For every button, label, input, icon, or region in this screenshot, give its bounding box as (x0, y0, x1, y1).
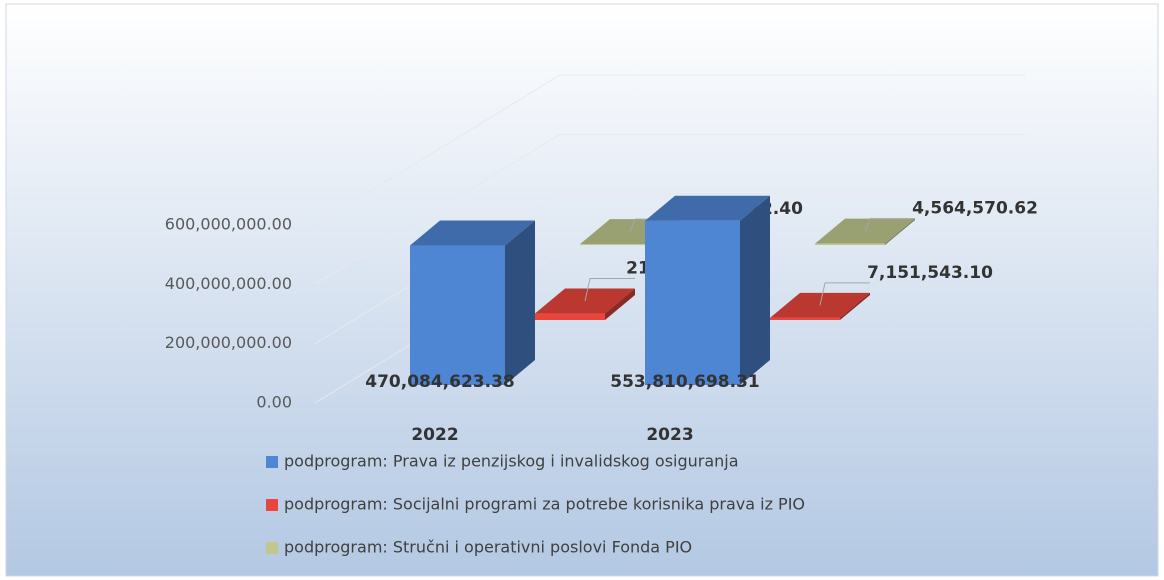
y-tick-label: 400,000,000.00 (165, 274, 292, 293)
legend-label: podprogram: Socijalni programi za potreb… (284, 495, 805, 514)
bar (410, 245, 505, 385)
legend-label: podprogram: Prava iz penzijskog i invali… (284, 452, 739, 471)
x-tick-label: 2022 (411, 425, 458, 445)
grid-line (314, 133, 1025, 285)
y-tick-label: 200,000,000.00 (165, 333, 292, 352)
bar-top (645, 195, 770, 221)
legend-swatch (266, 542, 278, 554)
bar (580, 244, 650, 246)
bar (645, 220, 740, 385)
grid-line (314, 74, 1025, 226)
bar (770, 317, 840, 320)
bar-side (605, 288, 635, 320)
leader-line (864, 218, 915, 232)
bar-side (740, 195, 770, 385)
legend-swatch (266, 499, 278, 511)
bar (535, 313, 605, 320)
grid-line (314, 193, 1025, 345)
value-label: 4,564,570.62 (912, 199, 1038, 219)
x-tick-label: 2023 (646, 425, 693, 445)
legend-label: podprogram: Stručni i operativni poslovi… (284, 538, 692, 557)
bar (815, 243, 885, 245)
bar-side (840, 292, 870, 320)
bar-top (410, 220, 535, 246)
bar-side (885, 218, 915, 245)
y-tick-label: 600,000,000.00 (165, 215, 292, 234)
y-tick-label: 0.00 (256, 393, 292, 412)
value-label: 7,151,543.10 (867, 263, 993, 283)
leader-line (584, 278, 635, 302)
grid-line (314, 252, 1025, 404)
legend-swatch (266, 456, 278, 468)
bar-side (505, 220, 535, 385)
value-label: 470,084,623.38 (365, 372, 515, 392)
value-label: 553,810,698.31 (610, 372, 760, 392)
leader-line (819, 282, 870, 306)
